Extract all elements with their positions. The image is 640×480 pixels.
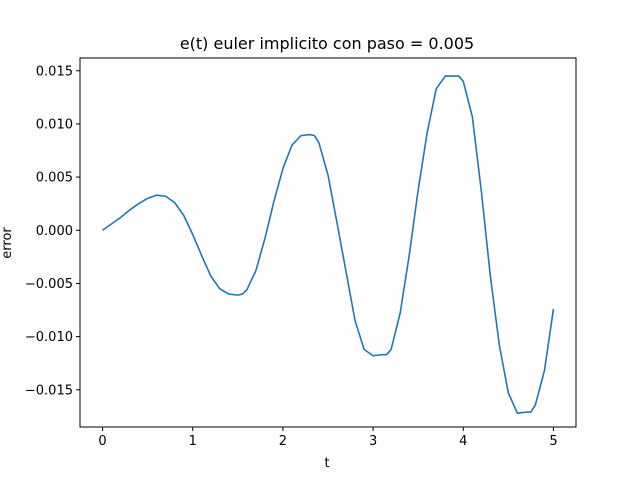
chart-title: e(t) euler implicito con paso = 0.005 xyxy=(180,34,474,53)
y-axis-label: error xyxy=(0,227,15,259)
x-tick-label: 0 xyxy=(98,434,106,449)
y-tick-label: 0.015 xyxy=(36,64,73,79)
y-tick-label: −0.015 xyxy=(25,383,73,398)
x-tick-label: 2 xyxy=(279,434,287,449)
x-tick-label: 4 xyxy=(459,434,467,449)
x-tick-label: 3 xyxy=(369,434,377,449)
series-line-0 xyxy=(102,75,555,414)
plot-area: 0 1 2 3 4 5 −0.015 −0.010 −0.005 0.000 0.005 0.010 0… xyxy=(25,57,577,449)
x-tick-label: 1 xyxy=(189,434,197,449)
axes-frame xyxy=(79,57,577,428)
x-axis-label: t xyxy=(324,456,329,471)
y-tick-label: 0.000 xyxy=(36,224,73,239)
x-tick-label: 5 xyxy=(549,434,557,449)
y-tick-label: 0.010 xyxy=(36,117,73,132)
y-tick-label: −0.005 xyxy=(25,277,73,292)
y-tick-label: −0.010 xyxy=(25,330,73,345)
y-tick-label: 0.005 xyxy=(36,171,73,186)
